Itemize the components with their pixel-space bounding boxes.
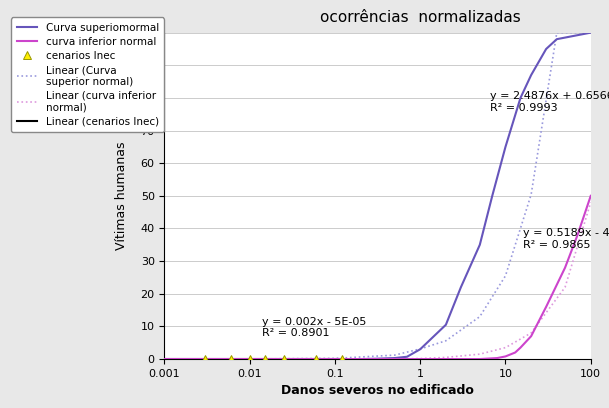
Text: y = 2.4876x + 0.6566
R² = 0.9993: y = 2.4876x + 0.6566 R² = 0.9993 [490, 91, 609, 113]
Legend: Curva superiomormal, curva inferior normal, cenarios Inec, Linear (Curva
superio: Curva superiomormal, curva inferior norm… [12, 18, 164, 132]
Y-axis label: Vítimas humanas: Vítimas humanas [115, 142, 128, 250]
Text: y = 0.002x - 5E-05
R² = 0.8901: y = 0.002x - 5E-05 R² = 0.8901 [262, 317, 367, 338]
Title: ocorrências  normalizadas: ocorrências normalizadas [320, 9, 521, 24]
Text: y = 0.5189x - 4.1168
R² = 0.9865: y = 0.5189x - 4.1168 R² = 0.9865 [523, 228, 609, 250]
X-axis label: Danos severos no edificado: Danos severos no edificado [281, 384, 474, 397]
